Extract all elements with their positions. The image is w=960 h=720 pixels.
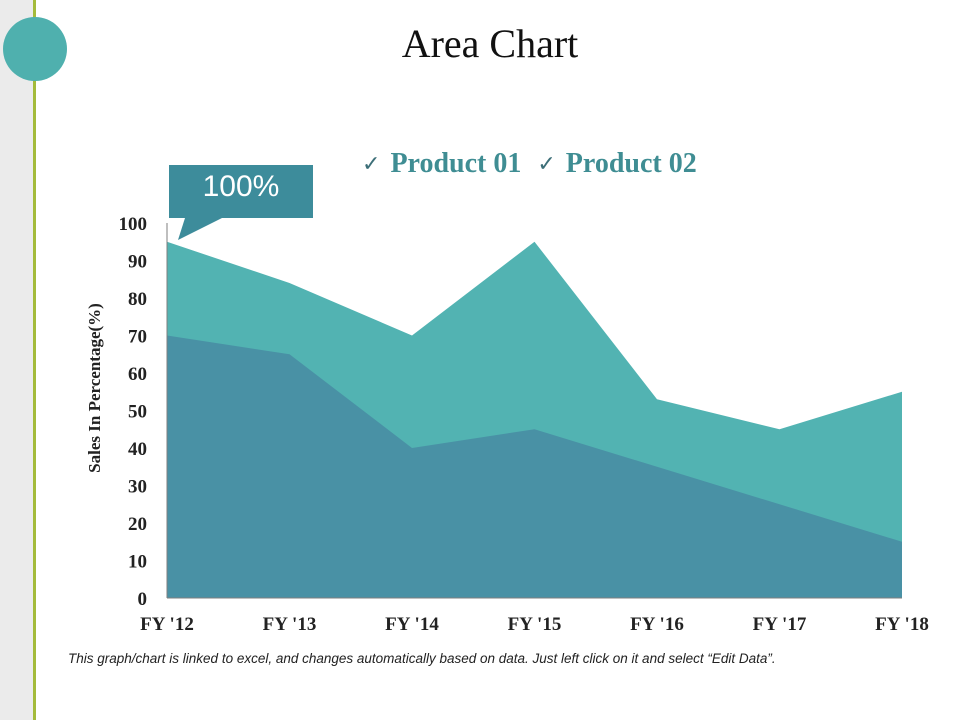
y-tick-label: 70 (128, 327, 147, 348)
y-tick-label: 20 (128, 514, 147, 535)
decorative-circle (3, 17, 67, 81)
y-axis-title: Sales In Percentage(%) (85, 303, 104, 473)
y-tick-label: 100 (119, 214, 148, 235)
x-tick-label: FY '15 (508, 614, 562, 635)
y-tick-label: 80 (128, 289, 147, 310)
legend-label: Product 02 (565, 148, 697, 179)
y-tick-label: 60 (128, 364, 147, 385)
accent-line (33, 0, 36, 720)
x-tick-label: FY '16 (630, 614, 684, 635)
x-tick-label: FY '17 (753, 614, 807, 635)
callout-box (169, 165, 313, 218)
legend-label: Product 01 (390, 148, 522, 179)
x-tick-label: FY '13 (263, 614, 317, 635)
callout-pointer (178, 218, 222, 240)
legend-item-product-01: ✓ Product 01 (362, 148, 521, 180)
area-series-2 (167, 335, 902, 598)
x-tick-label: FY '12 (140, 614, 194, 635)
callout-label: 100% (203, 170, 280, 203)
slide-title: Area Chart (401, 21, 579, 66)
checkmark-icon: ✓ (537, 151, 556, 177)
y-tick-label: 90 (128, 252, 147, 273)
side-panel (0, 0, 33, 720)
y-tick-label: 30 (128, 477, 147, 498)
chart-legend: ✓ Product 01 ✓ Product 02 (362, 148, 713, 180)
x-tick-label: FY '14 (385, 614, 439, 635)
chart-caption: This graph/chart is linked to excel, and… (68, 651, 776, 666)
y-tick-label: 10 (128, 552, 147, 573)
y-tick-label: 40 (128, 439, 147, 460)
checkmark-icon: ✓ (362, 151, 381, 177)
y-tick-label: 50 (128, 402, 147, 423)
x-tick-label: FY '18 (875, 614, 929, 635)
y-tick-label: 0 (138, 589, 148, 610)
legend-item-product-02: ✓ Product 02 (537, 148, 696, 180)
